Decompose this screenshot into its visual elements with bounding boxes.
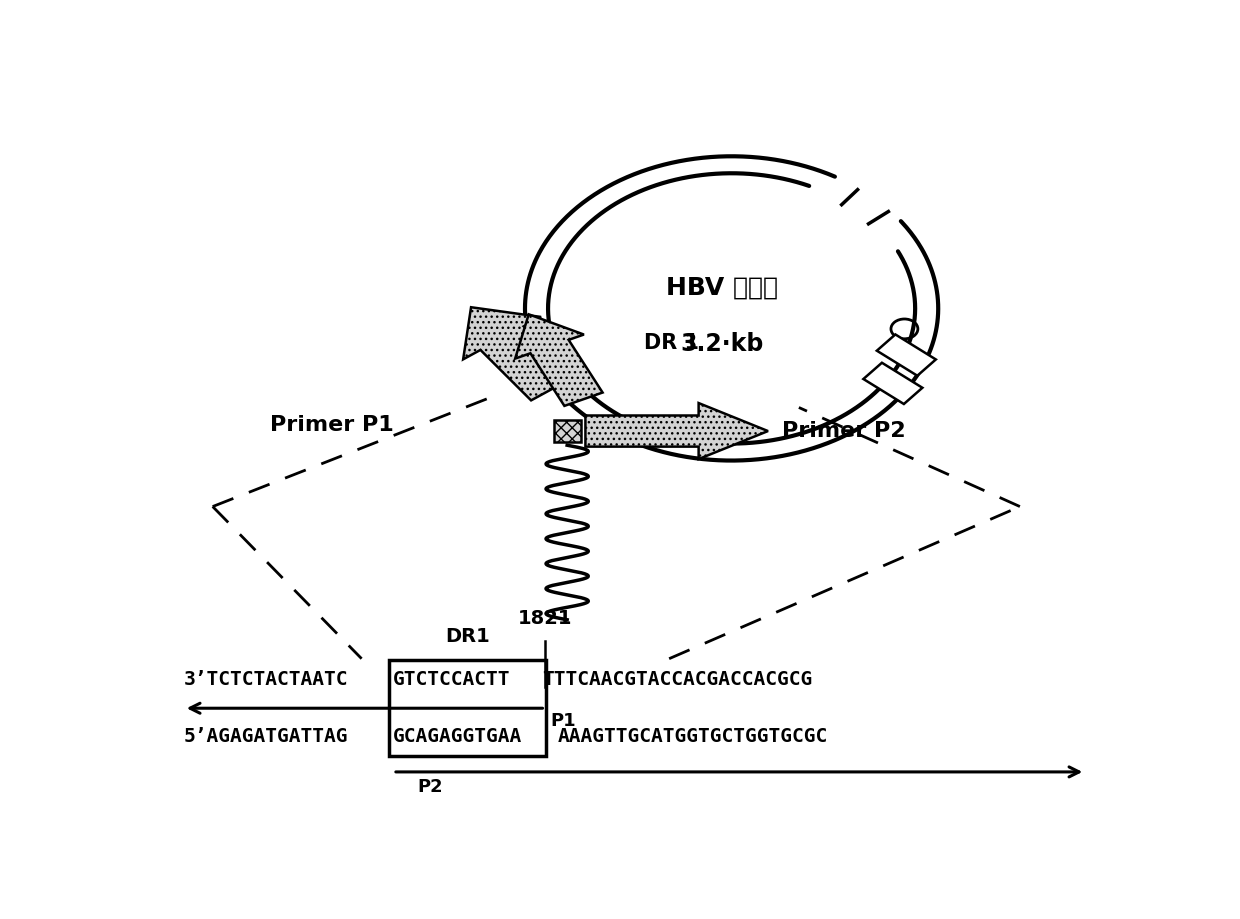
Bar — [389, 660, 547, 756]
Text: 3.2·kb: 3.2·kb — [681, 332, 764, 356]
Text: HBV 基因组: HBV 基因组 — [666, 275, 777, 300]
Text: DR1: DR1 — [445, 627, 490, 645]
Text: DR 1: DR 1 — [644, 333, 699, 353]
Text: 1821: 1821 — [518, 609, 573, 629]
Text: P2: P2 — [417, 778, 443, 797]
Text: Primer P1: Primer P1 — [270, 415, 394, 436]
Polygon shape — [877, 335, 936, 376]
Text: P1: P1 — [551, 712, 575, 730]
Text: TTTCAACGTACCACGACCACGCG: TTTCAACGTACCACGACCACGCG — [542, 671, 812, 689]
Polygon shape — [515, 314, 603, 406]
Bar — [554, 421, 580, 442]
Text: AAAGTTGCATGGTGCTGGTGCGC: AAAGTTGCATGGTGCTGGTGCGC — [558, 727, 827, 746]
Text: 3’TCTCTACTAATC: 3’TCTCTACTAATC — [184, 671, 348, 689]
Polygon shape — [585, 403, 768, 460]
Text: GCAGAGGTGAA: GCAGAGGTGAA — [393, 727, 522, 746]
Polygon shape — [863, 363, 923, 404]
Text: Primer P2: Primer P2 — [782, 421, 906, 441]
Text: GTCTCCACTT: GTCTCCACTT — [393, 671, 511, 689]
Polygon shape — [464, 307, 574, 401]
Text: 5’AGAGATGATTAG: 5’AGAGATGATTAG — [184, 727, 348, 746]
